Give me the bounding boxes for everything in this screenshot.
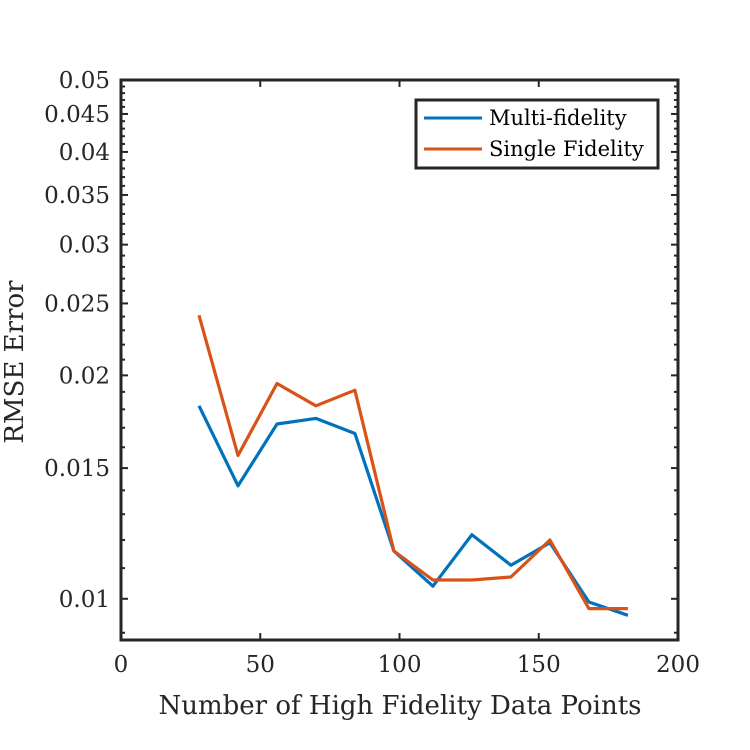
legend-label-multi-fidelity: Multi-fidelity <box>489 106 627 130</box>
x-tick-label: 150 <box>517 652 561 678</box>
plot-area <box>121 80 678 640</box>
x-tick-label: 50 <box>246 652 275 678</box>
y-tick-label: 0.025 <box>44 291 110 317</box>
y-tick-label: 0.045 <box>44 102 110 128</box>
y-tick-label: 0.01 <box>59 587 110 613</box>
series-line-single-fidelity <box>197 314 628 611</box>
y-tick-label: 0.02 <box>59 363 110 389</box>
x-tick-label: 200 <box>656 652 700 678</box>
y-tick-label: 0.05 <box>59 68 110 94</box>
y-tick-label: 0.015 <box>44 456 110 482</box>
x-tick-label: 0 <box>114 652 129 678</box>
y-tick-labels: 0.01 0.015 0.02 0.025 0.03 0.035 0.04 0.045 0.05 <box>44 68 110 613</box>
x-axis-label: Number of High Fidelity Data Points <box>159 691 642 721</box>
plot-frame <box>119 78 680 642</box>
series-layer <box>197 314 629 617</box>
x-tick-label: 100 <box>378 652 422 678</box>
y-tick-label: 0.035 <box>44 183 110 209</box>
y-tick-label: 0.03 <box>59 233 110 259</box>
x-tick-labels: 0 50 100 150 200 <box>114 652 700 678</box>
y-axis-label: RMSE Error <box>0 280 30 444</box>
legend: Multi-fidelity Single Fidelity <box>414 98 660 170</box>
legend-box <box>414 98 660 170</box>
y-tick-label: 0.04 <box>59 140 110 166</box>
legend-label-single-fidelity: Single Fidelity <box>489 137 644 161</box>
